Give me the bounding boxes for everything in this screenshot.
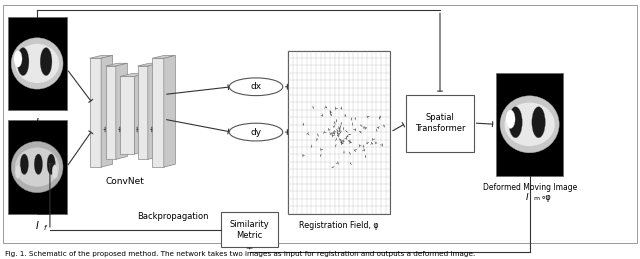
- FancyBboxPatch shape: [8, 120, 67, 214]
- Ellipse shape: [229, 78, 283, 96]
- Polygon shape: [90, 55, 113, 58]
- Ellipse shape: [15, 44, 60, 83]
- Text: dx: dx: [250, 82, 262, 91]
- Polygon shape: [164, 55, 175, 167]
- Ellipse shape: [15, 165, 21, 179]
- Polygon shape: [152, 55, 175, 58]
- Ellipse shape: [500, 96, 559, 153]
- Text: ∘φ: ∘φ: [540, 193, 551, 202]
- Ellipse shape: [52, 165, 58, 179]
- FancyBboxPatch shape: [288, 51, 390, 214]
- Polygon shape: [134, 74, 146, 154]
- FancyBboxPatch shape: [152, 58, 164, 167]
- Ellipse shape: [532, 107, 545, 138]
- Text: dy: dy: [250, 128, 262, 136]
- FancyBboxPatch shape: [8, 17, 67, 110]
- Polygon shape: [120, 74, 146, 76]
- Polygon shape: [106, 63, 127, 66]
- Ellipse shape: [506, 110, 515, 128]
- Text: Registration Field, φ: Registration Field, φ: [300, 221, 379, 231]
- Text: I: I: [525, 193, 528, 202]
- FancyBboxPatch shape: [120, 76, 134, 154]
- Ellipse shape: [14, 51, 22, 67]
- FancyBboxPatch shape: [138, 66, 148, 159]
- Text: I: I: [36, 221, 38, 232]
- Text: Backpropagation: Backpropagation: [137, 212, 209, 221]
- FancyBboxPatch shape: [406, 95, 474, 152]
- Polygon shape: [116, 63, 127, 159]
- Polygon shape: [101, 55, 113, 167]
- FancyBboxPatch shape: [221, 212, 278, 247]
- Ellipse shape: [509, 107, 522, 138]
- Text: m: m: [44, 122, 51, 128]
- Text: Fig. 1. Schematic of the proposed method. The network takes two images as input : Fig. 1. Schematic of the proposed method…: [5, 251, 476, 257]
- Ellipse shape: [12, 141, 63, 193]
- FancyBboxPatch shape: [496, 73, 563, 176]
- Text: m: m: [534, 196, 540, 200]
- Ellipse shape: [47, 154, 55, 175]
- Text: I: I: [36, 118, 38, 128]
- Text: Spatial
Transformer: Spatial Transformer: [415, 113, 465, 133]
- Ellipse shape: [12, 38, 63, 89]
- Ellipse shape: [17, 48, 29, 76]
- Ellipse shape: [229, 123, 283, 141]
- Polygon shape: [138, 63, 159, 66]
- Polygon shape: [148, 63, 159, 159]
- Ellipse shape: [20, 154, 28, 175]
- FancyBboxPatch shape: [90, 58, 101, 167]
- Ellipse shape: [35, 154, 42, 175]
- Text: Similarity
Metric: Similarity Metric: [230, 220, 269, 240]
- Text: f: f: [44, 225, 46, 231]
- FancyBboxPatch shape: [106, 66, 116, 159]
- Text: ConvNet: ConvNet: [106, 177, 144, 186]
- Text: Deformed Moving Image: Deformed Moving Image: [483, 183, 577, 192]
- Ellipse shape: [15, 147, 60, 187]
- Ellipse shape: [40, 48, 52, 76]
- Ellipse shape: [504, 103, 555, 146]
